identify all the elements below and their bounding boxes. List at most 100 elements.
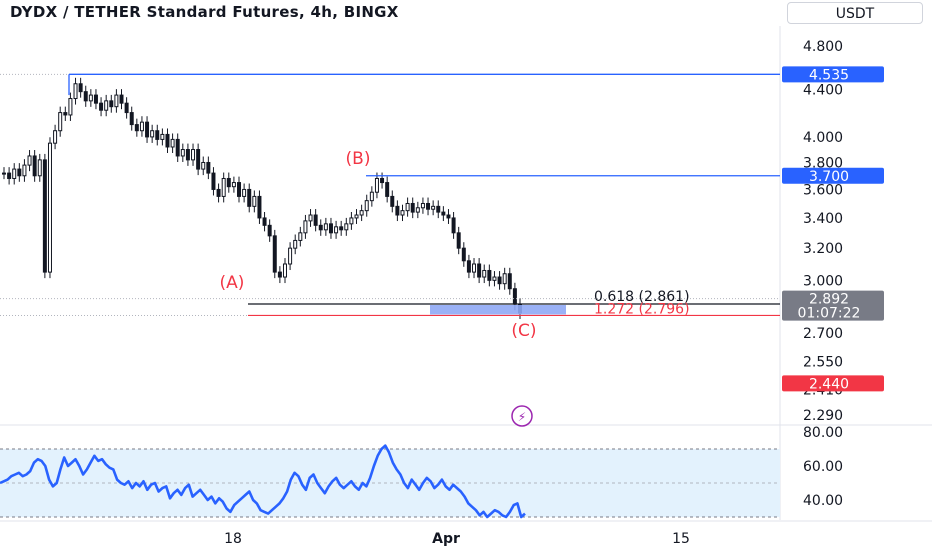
- candle-body: [415, 207, 420, 213]
- candle-body: [410, 202, 415, 213]
- price-tag: [782, 290, 884, 321]
- rsi-line: [0, 444, 526, 519]
- candle-body: [405, 202, 410, 212]
- candle-body: [323, 223, 328, 231]
- candle-body: [119, 94, 124, 104]
- candle-body: [354, 214, 359, 219]
- candle-body: [339, 226, 344, 231]
- candle-body: [124, 102, 129, 114]
- price-axis-tick: 3.000: [803, 273, 843, 289]
- candle-body: [477, 263, 482, 278]
- candle-body: [293, 239, 298, 249]
- candle-body: [385, 182, 390, 197]
- candle-body: [145, 121, 150, 138]
- price-tag-countdown: 01:07:22: [798, 306, 861, 322]
- candle-body: [395, 205, 400, 216]
- candle-body: [364, 200, 369, 212]
- candle-body: [104, 100, 109, 111]
- candle-body: [165, 133, 170, 148]
- candle-body: [191, 149, 196, 161]
- candle-body: [456, 232, 461, 249]
- candle-body: [2, 172, 6, 175]
- rsi-axis-tick: 80.00: [803, 425, 843, 441]
- candle-body: [431, 205, 436, 210]
- candle-body: [267, 224, 272, 237]
- candle-body: [129, 112, 134, 126]
- candle-body: [308, 214, 313, 222]
- price-axis-tick: 4.400: [803, 82, 843, 98]
- candle-body: [359, 210, 364, 216]
- candle-body: [282, 263, 287, 278]
- candle-body: [155, 130, 160, 140]
- time-axis-tick: Apr: [432, 531, 460, 547]
- candle-body: [349, 217, 354, 225]
- candle-body: [22, 164, 27, 177]
- time-axis-tick: 18: [224, 531, 242, 547]
- candle-body: [334, 226, 339, 234]
- candle-body: [88, 94, 93, 102]
- price-tag-value: 2.892: [809, 292, 849, 308]
- candle-body: [369, 191, 374, 202]
- wave-label: (B): [346, 149, 371, 169]
- price-axis-tick: 3.200: [803, 241, 843, 257]
- candle-body: [472, 263, 477, 273]
- lightning-icon: [511, 405, 533, 427]
- candle-body: [180, 149, 185, 157]
- candle-body: [150, 130, 155, 138]
- fib-label-0618: 0.618 (2.861): [594, 289, 690, 305]
- chart-title: DYDX / TETHER Standard Futures, 4h, BING…: [10, 3, 399, 21]
- candle-body: [170, 138, 175, 148]
- price-axis-tick: 3.400: [803, 211, 843, 227]
- candle-body: [400, 210, 405, 216]
- price-axis-tick: 2.700: [803, 326, 843, 342]
- candle-body: [461, 247, 466, 262]
- candle-body: [507, 273, 512, 290]
- candle-body: [466, 260, 471, 273]
- candle-body: [374, 177, 379, 193]
- candle-body: [58, 112, 63, 132]
- candle-body: [53, 130, 58, 144]
- currency-button[interactable]: USDT: [787, 2, 923, 24]
- price-axis-tick: 3.600: [803, 182, 843, 198]
- candle-body: [47, 142, 52, 273]
- candle-body: [221, 177, 226, 197]
- candle-body: [436, 205, 441, 213]
- candle-body: [512, 288, 517, 305]
- candle-body: [160, 133, 165, 140]
- candle-body: [262, 217, 267, 226]
- candle-body: [201, 161, 206, 170]
- candle-body: [344, 223, 349, 231]
- fib-label-1272: 1.272 (2.796): [594, 301, 690, 317]
- candle-body: [441, 211, 446, 216]
- candle-body: [231, 182, 236, 188]
- wave-label: (C): [511, 321, 536, 341]
- time-axis-tick: 15: [672, 531, 690, 547]
- price-axis-tick: 2.290: [803, 408, 843, 424]
- candle-body: [390, 195, 395, 207]
- candle-body: [175, 138, 180, 157]
- candle-body: [446, 214, 451, 219]
- candle-body: [42, 159, 47, 273]
- candle-body: [497, 276, 502, 285]
- fib-target-box: [430, 305, 566, 315]
- candle-body: [420, 202, 425, 209]
- price-tag: [782, 375, 884, 392]
- candle-body: [12, 168, 17, 179]
- candle-body: [27, 155, 32, 166]
- candle-body: [288, 247, 293, 265]
- lightning-icon: ⚡: [518, 410, 526, 424]
- rsi-axis-tick: 60.00: [803, 459, 843, 475]
- candle-body: [196, 149, 201, 170]
- price-tag-value: 4.535: [809, 67, 849, 83]
- candle-body: [7, 172, 12, 179]
- candle-body: [237, 182, 242, 197]
- candle-body: [68, 98, 73, 116]
- price-axis-tick: 2.550: [803, 354, 843, 370]
- candle-body: [139, 121, 144, 132]
- price-tag: [782, 66, 884, 83]
- candle-body: [277, 271, 282, 278]
- candle-body: [451, 217, 456, 234]
- candle-body: [134, 124, 139, 132]
